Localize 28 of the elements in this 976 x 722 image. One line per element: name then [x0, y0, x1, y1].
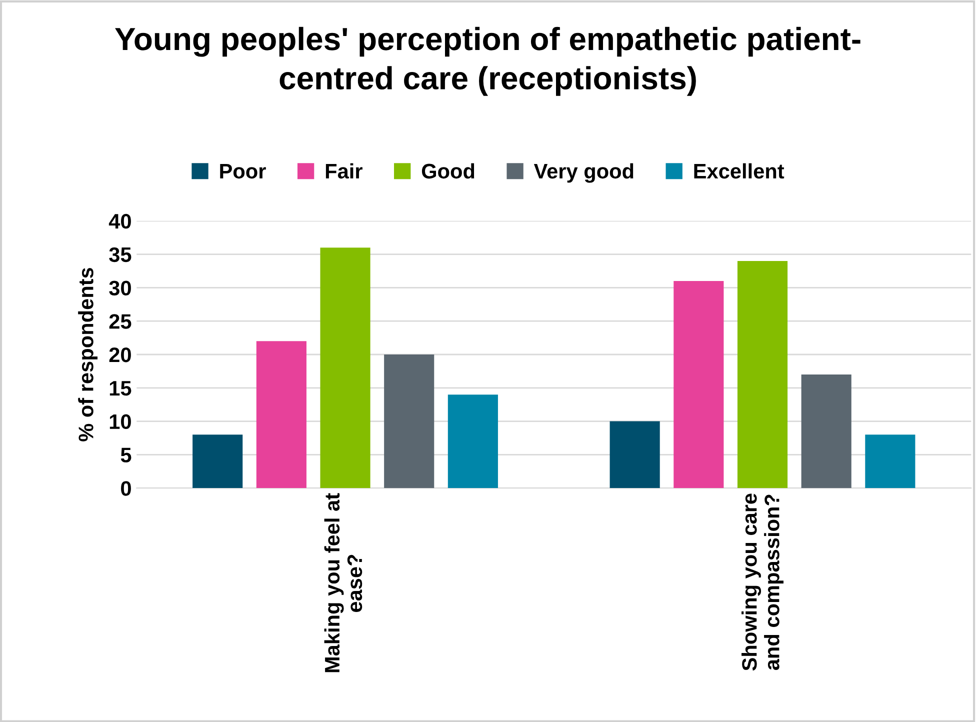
bar	[192, 434, 243, 488]
legend-label: Poor	[220, 164, 266, 179]
y-tick-label: 25	[109, 314, 132, 329]
bar	[737, 261, 788, 488]
legend-label: Good	[422, 163, 474, 179]
y-axis-title: % of respondents	[78, 268, 98, 442]
y-tick-label: 15	[110, 381, 132, 396]
bar	[384, 354, 434, 488]
bar	[320, 248, 370, 488]
bar	[674, 281, 724, 488]
y-tick-label: 40	[108, 214, 131, 229]
y-tick-label: 5	[120, 448, 132, 462]
bar	[865, 434, 916, 488]
y-tick-label: 20	[109, 348, 131, 362]
y-tick-label: 0	[121, 481, 131, 496]
y-tick-label: 10	[110, 414, 131, 430]
legend-label: Very good	[534, 163, 634, 183]
bar	[610, 421, 660, 488]
chart-title: Young peoples' perception of empathetic patient- centred care (receptionists)	[115, 26, 860, 96]
bar	[256, 341, 306, 488]
y-tick-label: 30	[109, 280, 131, 296]
legend-label: Fair	[326, 163, 362, 179]
bar	[801, 374, 852, 488]
bar	[448, 394, 498, 488]
x-tick-label: Showing you care and compassion?	[742, 494, 784, 671]
x-tick-label: Making you feel at ease?	[324, 493, 362, 672]
y-tick-label: 35	[109, 247, 132, 262]
legend-label: Excellent	[694, 163, 784, 179]
